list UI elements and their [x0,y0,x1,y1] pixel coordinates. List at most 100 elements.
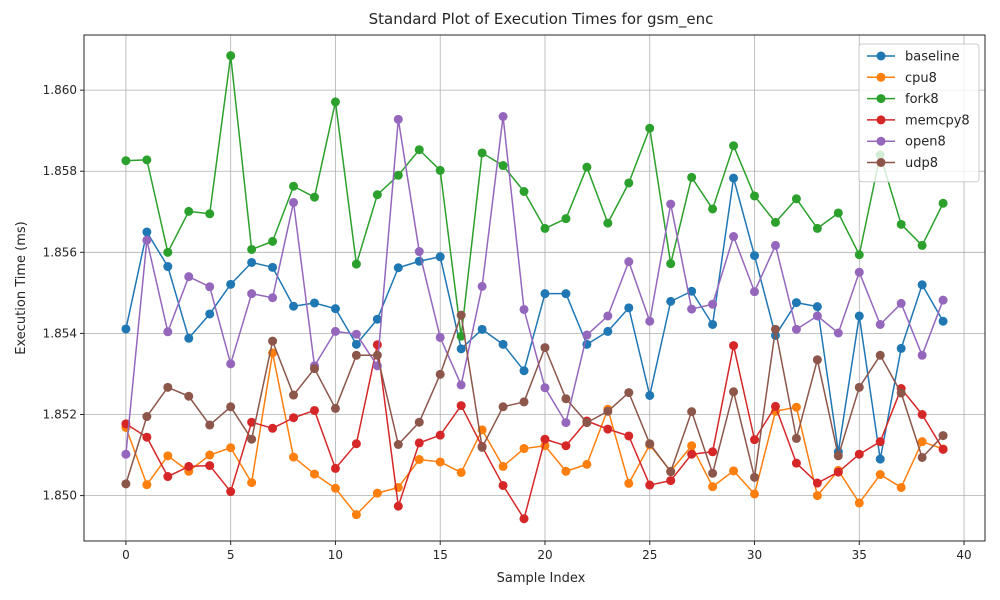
data-point-cpu8 [582,459,592,469]
data-point-memcpy8 [645,480,655,490]
data-point-memcpy8 [184,461,194,471]
data-point-baseline [519,366,529,376]
data-point-cpu8 [687,441,697,451]
data-point-cpu8 [519,444,529,454]
data-point-baseline [729,173,739,183]
x-tick-label: 10 [328,548,343,562]
data-point-fork8 [184,206,194,216]
data-point-cpu8 [435,457,445,467]
data-point-baseline [142,227,152,237]
data-point-udp8 [791,433,801,443]
data-point-open8 [624,257,634,267]
data-point-memcpy8 [456,401,466,411]
data-point-baseline [645,390,655,400]
data-point-open8 [121,449,131,459]
data-point-udp8 [142,412,152,422]
legend-label: memcpy8 [905,113,970,128]
data-point-baseline [121,324,131,334]
data-point-open8 [561,418,571,428]
data-point-open8 [456,380,466,390]
legend-item-open8: open8 [867,135,946,150]
data-point-fork8 [519,187,529,197]
y-tick-label: 1.856 [43,245,77,259]
data-point-memcpy8 [624,431,634,441]
data-point-baseline [791,298,801,308]
data-point-open8 [875,319,885,329]
data-point-fork8 [582,162,592,172]
data-point-memcpy8 [561,441,571,451]
data-point-cpu8 [226,443,236,453]
data-point-memcpy8 [435,430,445,440]
data-point-baseline [687,286,697,296]
data-point-baseline [561,289,571,299]
data-point-cpu8 [729,466,739,476]
data-point-open8 [812,311,822,321]
data-point-fork8 [351,259,361,269]
data-point-cpu8 [456,467,466,477]
legend-item-fork8: fork8 [867,92,939,107]
data-point-udp8 [247,434,257,444]
data-point-udp8 [268,336,278,346]
data-point-fork8 [540,223,550,233]
legend-label: fork8 [905,92,939,107]
data-point-fork8 [393,170,403,180]
data-point-udp8 [603,406,613,416]
data-point-cpu8 [309,469,319,479]
data-point-baseline [372,314,382,324]
x-tick-label: 30 [747,548,762,562]
data-point-memcpy8 [791,458,801,468]
data-point-udp8 [833,451,843,461]
data-point-udp8 [645,439,655,449]
data-point-memcpy8 [770,401,780,411]
data-point-udp8 [917,452,927,462]
ticks: 0 5 10 15 20 25 30 35 40 1.850 1.852 1.854 1.856 1.85… [43,83,972,562]
data-point-baseline [456,344,466,354]
series-layer [121,51,948,524]
data-point-fork8 [205,209,215,219]
data-point-open8 [393,114,403,124]
data-point-open8 [414,247,424,257]
data-point-cpu8 [414,455,424,465]
data-point-open8 [205,282,215,292]
legend-label: baseline [905,50,959,65]
data-point-open8 [687,304,697,314]
data-point-cpu8 [142,480,152,490]
y-tick-label: 1.852 [43,408,77,422]
data-point-fork8 [770,217,780,227]
y-tick-label: 1.858 [43,164,77,178]
data-point-udp8 [435,369,445,379]
data-point-cpu8 [247,478,257,488]
data-point-baseline [289,301,299,311]
data-point-fork8 [289,181,299,191]
data-point-memcpy8 [330,463,340,473]
data-point-open8 [142,235,152,245]
data-point-fork8 [791,194,801,204]
data-point-udp8 [624,388,634,398]
series-line-memcpy8 [125,344,944,520]
data-point-open8 [582,330,592,340]
data-point-cpu8 [875,470,885,480]
data-point-memcpy8 [729,341,739,351]
data-point-memcpy8 [540,434,550,444]
data-point-memcpy8 [603,424,613,434]
data-point-baseline [268,262,278,272]
data-point-fork8 [896,219,906,229]
data-point-memcpy8 [163,472,173,482]
plot-frame [83,34,986,542]
x-tick-label: 35 [852,548,867,562]
data-point-memcpy8 [268,423,278,433]
data-point-cpu8 [812,491,822,501]
data-point-baseline [393,263,403,273]
legend-item-memcpy8: memcpy8 [867,113,970,128]
data-point-memcpy8 [833,467,843,477]
y-tick-label: 1.850 [43,489,77,503]
data-point-baseline [750,251,760,261]
series-line-baseline [125,177,944,460]
data-point-udp8 [456,310,466,320]
data-point-baseline [435,252,445,262]
data-point-fork8 [330,97,340,107]
legend: baseline cpu8 fork8 memcpy8 open8 udp8 [858,43,980,183]
y-tick-label: 1.854 [43,326,77,340]
data-point-fork8 [854,250,864,260]
